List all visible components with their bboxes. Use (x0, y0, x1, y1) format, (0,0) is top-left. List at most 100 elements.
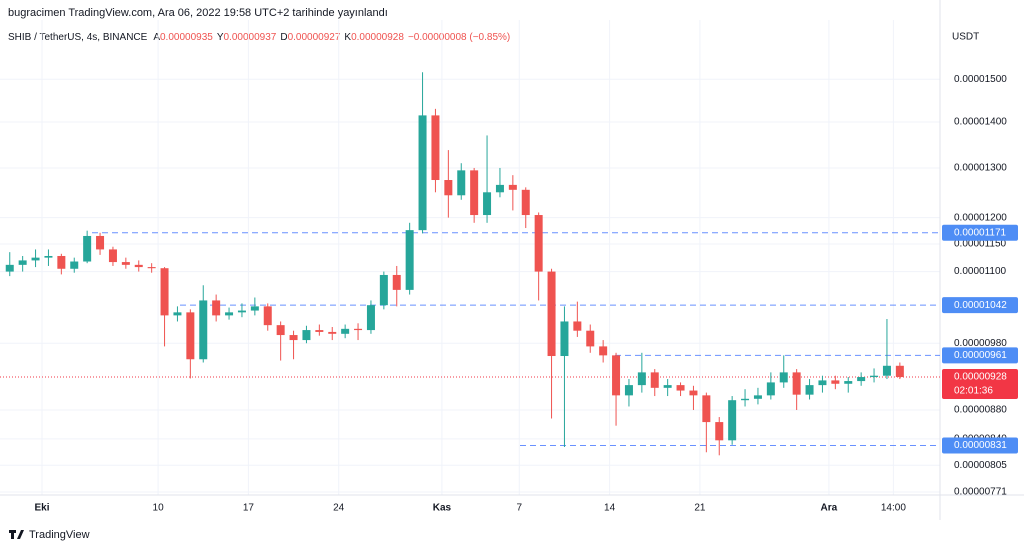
price-label-box (942, 347, 1018, 364)
candle-body (663, 385, 672, 388)
candle-body (5, 264, 14, 272)
candle-body (612, 355, 621, 396)
symbol: SHIB / TetherUS, 4s, BINANCE (8, 32, 148, 43)
x-tick-label: 21 (694, 503, 706, 514)
candle-body (160, 268, 169, 316)
y-tick-label: 0.00001300 (954, 163, 1007, 174)
candle-body (263, 306, 272, 326)
candle-body (650, 372, 659, 388)
price-label: 0.00000831 (954, 440, 1007, 451)
x-tick-label: 14:00 (881, 503, 906, 514)
x-tick-label: 17 (243, 503, 255, 514)
candle-body (882, 365, 891, 376)
candle-body (715, 422, 724, 441)
candle-body (96, 235, 105, 250)
candle-body (508, 184, 517, 190)
candle-body (573, 321, 582, 331)
candle-body (341, 328, 350, 334)
price-label-box (942, 224, 1018, 241)
candle-body (44, 255, 53, 258)
candle-body (483, 192, 492, 216)
candle-body (560, 321, 569, 357)
candle-body (199, 300, 208, 360)
candle-body (405, 230, 414, 290)
candle-body (689, 390, 698, 396)
candle-body (418, 115, 427, 231)
candle-body (599, 346, 608, 356)
legend-key: Y (217, 32, 224, 43)
candle-body (779, 372, 788, 383)
brand: TradingView (29, 529, 90, 541)
candle-body (753, 395, 762, 399)
candle-body (586, 330, 595, 347)
y-tick-label: 0.00001150 (954, 239, 1007, 250)
legend-value: 0.00000928 (351, 32, 404, 43)
candle-body (818, 380, 827, 386)
candle-body (470, 170, 479, 216)
candle-body (225, 312, 234, 316)
x-tick-label: Kas (433, 503, 452, 514)
published-note: bugracimen TradingView.com, Ara 06, 2022… (8, 7, 388, 19)
last-price-label: 0.00000928 (954, 372, 1007, 383)
candle-body (366, 305, 375, 331)
candle-body (831, 380, 840, 384)
candle-body (792, 372, 801, 395)
candle-body (147, 267, 156, 269)
candle-body (495, 184, 504, 193)
legend-value: −0.00000008 (−0.85%) (408, 32, 510, 43)
x-tick-label: 7 (517, 503, 523, 514)
candle-body (728, 400, 737, 441)
price-label-box (942, 437, 1018, 454)
candle-body (702, 395, 711, 423)
x-tick-label: 24 (333, 503, 345, 514)
candle-body (237, 310, 246, 313)
candle-body (624, 385, 633, 396)
candle-body (534, 215, 543, 272)
candle-body (637, 372, 646, 386)
legend-key: D (280, 32, 287, 43)
price-label: 0.00001171 (954, 227, 1007, 238)
candle-body (57, 255, 66, 269)
candle-body (444, 180, 453, 196)
candle-body (173, 312, 182, 316)
legend-value: 0.00000935 (160, 32, 213, 43)
candle-body (31, 257, 40, 261)
candle-body (844, 381, 853, 384)
y-tick-label: 0.00001400 (954, 117, 1007, 128)
candle-body (276, 325, 285, 336)
price-label: 0.00001042 (954, 300, 1007, 311)
candle-body (857, 377, 866, 382)
candle-body (741, 398, 750, 401)
candle-body (121, 262, 130, 265)
candle-body (250, 306, 259, 311)
currency: USDT (952, 32, 979, 43)
candle-body (70, 261, 79, 269)
y-tick-label: 0.00000805 (954, 460, 1007, 471)
candle-body (431, 115, 440, 181)
candle-body (805, 385, 814, 395)
candle-body (354, 328, 363, 331)
y-tick-label: 0.00000771 (954, 487, 1007, 498)
candle-body (457, 170, 466, 196)
candle-body (315, 330, 324, 332)
x-tick-label: 14 (604, 503, 616, 514)
legend: SHIB / TetherUS, 4s, BINANCE A0.00000935 Y… (8, 32, 510, 43)
candle-body (289, 335, 298, 341)
candle-body (521, 189, 530, 216)
candle-body (392, 274, 401, 290)
x-tick-label: 10 (153, 503, 165, 514)
candle-body (379, 274, 388, 306)
y-tick-label: 0.00001200 (954, 212, 1007, 223)
legend-key: A (153, 32, 160, 43)
candle-body (676, 385, 685, 391)
candle-body (134, 264, 143, 268)
price-label-box (942, 297, 1018, 314)
candle-body (212, 300, 221, 316)
candle-body (108, 249, 117, 263)
brand-logo (9, 530, 24, 539)
candle-body (870, 375, 879, 378)
legend-value: 0.00000937 (224, 32, 277, 43)
legend-key: K (344, 32, 351, 43)
